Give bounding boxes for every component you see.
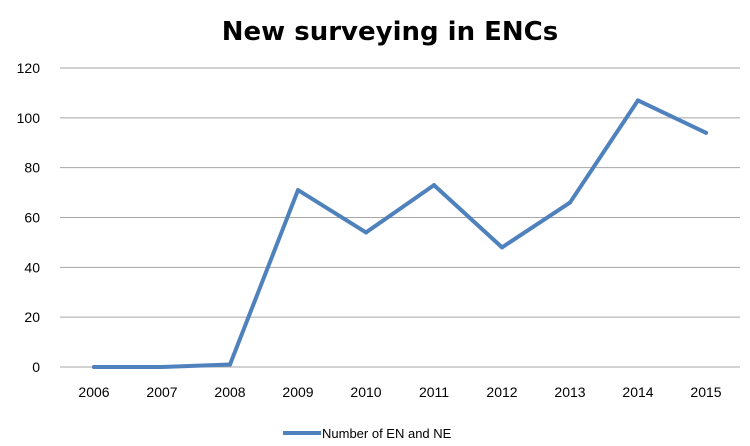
y-tick-label: 100: [17, 110, 41, 126]
x-tick-label: 2007: [146, 384, 177, 400]
data-point: [364, 230, 368, 235]
series-line: [92, 98, 708, 369]
x-axis-ticks: 2006 2007 2008 2009 2010 2011 2012 2013 2014 2015: [78, 384, 721, 400]
data-point: [432, 183, 436, 188]
y-tick-label: 80: [24, 160, 40, 176]
legend-label: Number of EN and NE: [322, 426, 452, 441]
gridlines: [60, 67, 740, 368]
data-point: [296, 188, 300, 193]
data-point: [500, 245, 504, 250]
x-tick-label: 2014: [622, 384, 653, 400]
x-tick-label: 2006: [78, 384, 109, 400]
legend: Number of EN and NE: [283, 426, 452, 441]
y-tick-label: 40: [24, 259, 40, 275]
x-tick-label: 2012: [486, 384, 517, 400]
data-point: [160, 365, 164, 369]
data-point: [568, 200, 572, 205]
y-tick-label: 20: [24, 309, 40, 325]
x-tick-label: 2015: [690, 384, 721, 400]
y-tick-label: 60: [24, 210, 40, 226]
y-axis-ticks: 0 20 40 60 80 100 120: [17, 60, 41, 375]
y-tick-label: 0: [32, 359, 40, 375]
chart-title: New surveying in ENCs: [222, 17, 558, 47]
x-tick-label: 2011: [419, 384, 449, 400]
data-point: [228, 362, 232, 367]
data-point: [704, 130, 708, 135]
x-tick-label: 2010: [350, 384, 381, 400]
x-tick-label: 2009: [282, 384, 313, 400]
x-tick-label: 2013: [554, 384, 585, 400]
x-tick-label: 2008: [214, 384, 245, 400]
data-point: [92, 365, 96, 369]
series-group: [92, 98, 708, 369]
data-point: [636, 98, 640, 103]
y-tick-label: 120: [17, 60, 41, 76]
